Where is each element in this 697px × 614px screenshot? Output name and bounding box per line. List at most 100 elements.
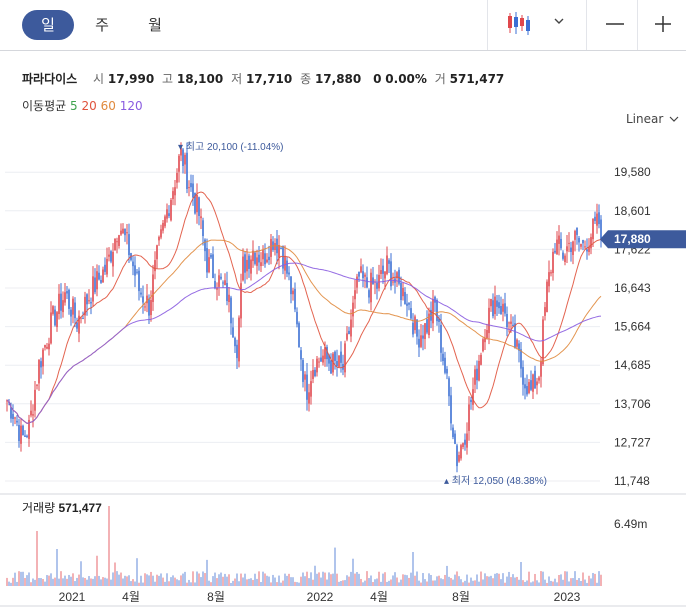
candle-body [366, 277, 368, 288]
candle-body [60, 293, 62, 311]
ma-5-label: 5 [70, 99, 78, 113]
candle-body [460, 445, 462, 459]
volume-bar [88, 576, 90, 586]
candle-body [286, 260, 288, 274]
volume-bar [102, 577, 104, 586]
volume-bar [82, 577, 84, 586]
stock-info-bar: 파라다이스 시 17,990 고 18,100 저 17,710 종 17,88… [22, 70, 504, 87]
volume-bar [252, 579, 254, 586]
volume-bar [96, 555, 98, 586]
candle-body [134, 265, 136, 276]
min-price-annotation: ▴ 최저 12,050 (48.38%) [444, 475, 547, 487]
volume-bar [586, 582, 588, 586]
volume-bar [482, 579, 484, 586]
volume-bar [476, 574, 478, 586]
volume-bar [464, 580, 466, 586]
volume-bar [124, 575, 126, 586]
candle-body [396, 272, 398, 279]
volume-bar [36, 531, 38, 586]
volume-panel-label: 거래량 [22, 501, 58, 515]
candle-body [46, 346, 48, 349]
volume-bar [86, 579, 88, 586]
volume-bar [22, 571, 24, 586]
tab-weekly[interactable]: 주 [95, 16, 109, 34]
candle-body [542, 319, 544, 365]
volume-bar [506, 576, 508, 586]
volume-bar [444, 574, 446, 586]
tab-monthly[interactable]: 월 [148, 16, 162, 34]
volume-bar [424, 579, 426, 586]
zoom-out-button[interactable] [586, 0, 637, 50]
candle-body [114, 238, 116, 251]
price-tick-label: 19,580 [614, 165, 651, 179]
volume-bar [352, 558, 354, 586]
volume-bar [64, 575, 66, 586]
volume-bar [536, 580, 538, 586]
volume-bar [256, 578, 258, 586]
candle-body [192, 183, 194, 198]
volume-bar [380, 581, 382, 586]
candle-body [490, 298, 492, 307]
candle-body [544, 307, 546, 316]
volume-bar [190, 582, 192, 586]
volume-bar [46, 575, 48, 586]
open-value: 17,990 [107, 72, 155, 86]
volume-bar [552, 581, 554, 586]
chevron-down-icon[interactable] [553, 16, 565, 26]
candle-body [432, 299, 434, 324]
volume-bar [168, 581, 170, 586]
volume-bar [522, 580, 524, 586]
volume-bar [192, 571, 194, 586]
candle-body [454, 433, 456, 444]
candle-body [400, 282, 402, 301]
candle-body [284, 256, 286, 271]
volume-bar [340, 581, 342, 586]
volume-bar [228, 574, 230, 586]
candle-body [292, 290, 294, 295]
volume-value: 571,477 [449, 72, 505, 86]
candle-body [582, 239, 584, 244]
volume-bar [452, 579, 454, 586]
volume-bar [224, 573, 226, 586]
candle-body [156, 245, 158, 260]
volume-bar [560, 574, 562, 586]
candle-body [546, 281, 548, 312]
volume-bar [220, 572, 222, 586]
zoom-in-button[interactable] [637, 0, 687, 50]
volume-bar [502, 573, 504, 586]
candle-body [302, 360, 304, 382]
chart-type-selector[interactable] [487, 0, 586, 50]
x-axis-label: 8월 [207, 590, 225, 604]
candle-body [184, 154, 186, 165]
candle-body [458, 455, 460, 462]
candle-body [478, 360, 480, 381]
candle-body [318, 361, 320, 363]
volume-bar [404, 574, 406, 586]
scale-mode-dropdown[interactable]: Linear [626, 112, 679, 126]
volume-bar [430, 575, 432, 586]
volume-bar [526, 580, 528, 586]
candle-body [496, 300, 498, 307]
candle-body [452, 427, 454, 437]
volume-bar [492, 578, 494, 586]
volume-bar [286, 575, 288, 586]
volume-bar [498, 573, 500, 586]
volume-bar [258, 571, 260, 586]
high-value: 18,100 [176, 72, 224, 86]
volume-bar [346, 575, 348, 586]
candle-body [234, 337, 236, 347]
volume-bar [152, 575, 154, 586]
volume-bar [218, 574, 220, 586]
current-price-label: 17,880 [614, 232, 651, 246]
candle-body [488, 307, 490, 334]
tab-daily[interactable]: 일 [22, 10, 74, 40]
candle-body [280, 248, 282, 250]
volume-bar [428, 573, 430, 586]
candle-body [444, 357, 446, 373]
volume-bar [60, 571, 62, 586]
volume-bar [284, 573, 286, 586]
candle-body [380, 270, 382, 274]
volume-bar [358, 573, 360, 586]
candle-body [70, 309, 72, 317]
